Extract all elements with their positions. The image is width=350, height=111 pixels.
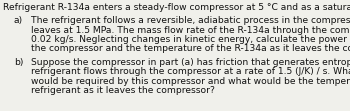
- Text: the compressor and the temperature of the R-134a as it leaves the compressor.: the compressor and the temperature of th…: [31, 44, 350, 53]
- Text: b): b): [14, 58, 23, 67]
- Text: refrigerant as it leaves the compressor?: refrigerant as it leaves the compressor?: [31, 86, 215, 95]
- Text: would be required by this compressor and what would be the temperature of the: would be required by this compressor and…: [31, 77, 350, 86]
- Text: 0.02 kg/s. Neglecting changes in kinetic energy, calculate the power required by: 0.02 kg/s. Neglecting changes in kinetic…: [31, 35, 350, 44]
- Text: The refrigerant follows a reversible, adiabatic process in the compressor and: The refrigerant follows a reversible, ad…: [31, 16, 350, 25]
- Text: Refrigerant R-134a enters a steady-flow compressor at 5 °C and as a saturated va: Refrigerant R-134a enters a steady-flow …: [3, 3, 350, 12]
- Text: leaves at 1.5 MPa. The mass flow rate of the R-134a through the compressor is: leaves at 1.5 MPa. The mass flow rate of…: [31, 26, 350, 35]
- Text: Suppose the compressor in part (a) has friction that generates entropy as the: Suppose the compressor in part (a) has f…: [31, 58, 350, 67]
- Text: a): a): [14, 16, 23, 25]
- Text: refrigerant flows through the compressor at a rate of 1.5 (J/K) / s. What power: refrigerant flows through the compressor…: [31, 67, 350, 76]
